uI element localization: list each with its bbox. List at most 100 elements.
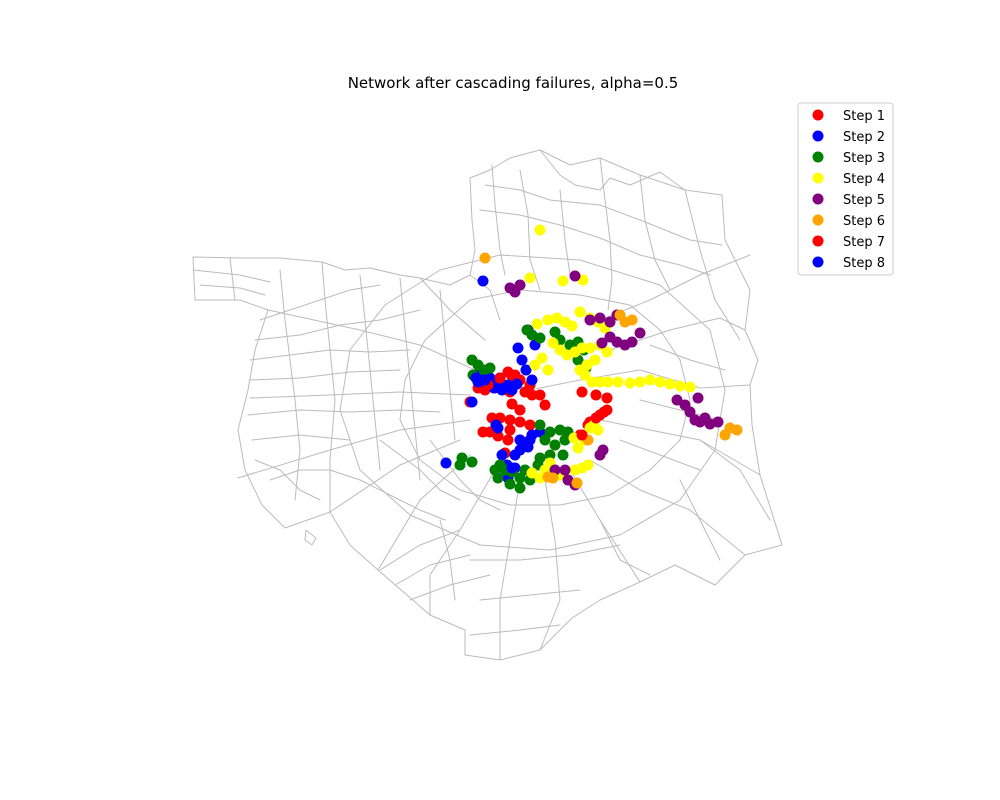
data-point [671,394,683,406]
data-point [592,424,604,436]
legend-marker [812,172,824,184]
legend-entry: Step 8 [812,256,885,271]
road [429,439,501,511]
data-point [504,414,516,426]
data-point [466,396,478,408]
road [259,284,381,321]
data-point [684,381,696,393]
legend-marker [812,151,824,163]
data-point [590,412,602,424]
road [192,269,271,283]
road [237,419,471,479]
road [589,459,746,556]
road [491,164,506,276]
road [599,254,751,321]
data-point [526,374,538,386]
data-point [479,374,491,386]
data-point [674,380,686,392]
data-point [470,372,482,384]
data-point [534,419,546,431]
data-point [524,434,536,446]
data-point [440,457,452,469]
data-point [626,314,638,326]
data-point [684,406,696,418]
data-point [512,342,524,354]
legend-entry: Step 6 [812,214,885,229]
data-point [479,252,491,264]
road [699,439,771,521]
data-point [664,378,676,390]
legend-label: Step 1 [843,109,885,124]
road [409,574,491,601]
data-point [544,449,556,461]
data-point [529,359,541,371]
data-point [549,326,561,338]
road [329,439,461,513]
road [251,434,351,441]
data-point [484,362,496,374]
series-8 [470,372,536,474]
data-point [519,386,531,398]
data-point [504,424,516,436]
road [254,459,321,501]
data-point [597,444,609,456]
legend-marker [812,109,824,121]
data-point [524,419,536,431]
data-point [644,374,656,386]
data-point [502,434,514,446]
road [684,189,741,341]
data-point [496,449,508,461]
data-point [496,384,508,396]
data-point [594,312,606,324]
series-5 [504,270,724,491]
series-7 [482,366,610,441]
data-point [494,372,506,384]
road [529,369,751,391]
data-point [492,430,504,442]
data-point [692,392,704,404]
road [379,439,461,501]
road [254,309,421,341]
data-point [526,467,538,479]
data-point [490,419,502,431]
data-point [576,386,588,398]
road [377,454,471,571]
data-point [524,272,536,284]
road [359,274,381,471]
data-point [534,472,546,484]
data-point [731,424,743,436]
road [539,149,686,191]
scatter-points [440,224,743,494]
data-point [514,444,526,456]
road [479,589,581,601]
data-point [477,275,489,287]
road [279,269,301,501]
road [469,274,501,321]
data-point [601,346,613,358]
data-point [557,275,569,287]
data-point [590,389,602,401]
data-point [509,369,521,381]
legend-entry: Step 2 [812,130,885,145]
road-boundary [192,149,783,661]
data-point [712,416,724,428]
data-point [598,406,610,418]
data-point [601,392,613,404]
road [484,184,723,246]
legend-label: Step 5 [843,193,885,208]
data-point [557,449,569,461]
legend-label: Step 7 [843,235,885,250]
road [359,479,446,521]
data-point [604,316,616,328]
legend-entry: Step 4 [812,172,885,187]
legend-entry: Step 7 [812,235,885,250]
road [419,277,486,341]
legend-entry: Step 3 [812,151,885,166]
data-point [520,364,532,376]
data-point [559,434,571,446]
data-point [477,426,489,438]
road [679,479,721,561]
data-point [626,336,638,348]
road [499,479,521,661]
road [599,157,613,311]
